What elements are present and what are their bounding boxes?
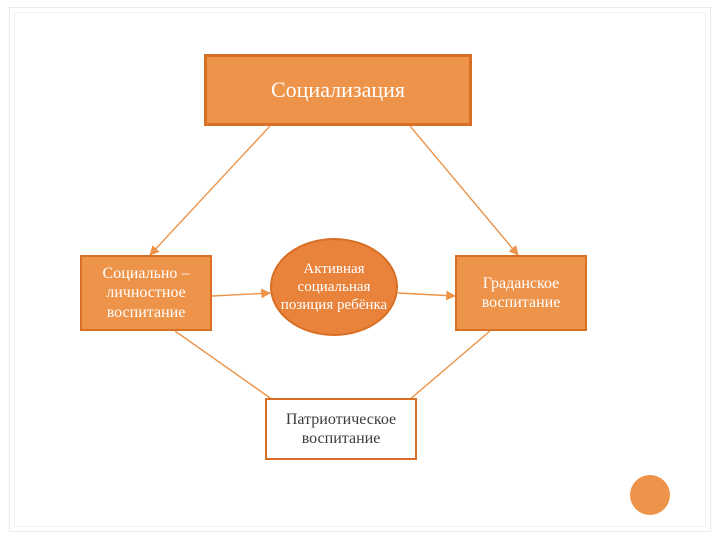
node-left: Социально – личностное воспитание [80,255,212,331]
node-center-label: Активная социальная позиция ребёнка [272,260,396,314]
node-bottom-label: Патриотическое воспитание [267,410,415,448]
node-right-label: Граданское воспитание [457,274,585,312]
node-top: Социализация [204,54,472,126]
corner-dot [630,475,670,515]
node-bottom: Патриотическое воспитание [265,398,417,460]
node-top-label: Социализация [271,77,405,103]
node-center: Активная социальная позиция ребёнка [270,238,398,336]
node-right: Граданское воспитание [455,255,587,331]
node-left-label: Социально – личностное воспитание [82,264,210,322]
